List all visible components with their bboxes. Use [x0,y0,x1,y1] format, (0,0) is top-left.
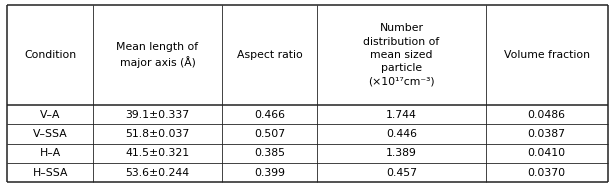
Text: 0.0387: 0.0387 [528,129,566,139]
Text: Volume fraction: Volume fraction [504,50,590,60]
Text: 0.0486: 0.0486 [528,110,566,120]
Text: 1.389: 1.389 [386,148,417,158]
Text: 0.507: 0.507 [254,129,285,139]
Text: 51.8±0.037: 51.8±0.037 [125,129,189,139]
Text: 0.385: 0.385 [254,148,285,158]
Text: 0.457: 0.457 [386,168,417,178]
Text: 1.744: 1.744 [386,110,417,120]
Text: 0.446: 0.446 [386,129,417,139]
Text: V–SSA: V–SSA [33,129,68,139]
Text: 53.6±0.244: 53.6±0.244 [125,168,189,178]
Text: H–A: H–A [39,148,61,158]
Text: 0.399: 0.399 [254,168,285,178]
Text: H–SSA: H–SSA [33,168,68,178]
Text: 41.5±0.321: 41.5±0.321 [125,148,189,158]
Text: 0.466: 0.466 [254,110,285,120]
Text: 39.1±0.337: 39.1±0.337 [125,110,189,120]
Text: Aspect ratio: Aspect ratio [237,50,303,60]
Text: 0.0410: 0.0410 [528,148,566,158]
Text: V–A: V–A [40,110,60,120]
Text: Number
distribution of
mean sized
particle
(×10¹⁷cm⁻³): Number distribution of mean sized partic… [363,24,440,86]
Text: 0.0370: 0.0370 [528,168,566,178]
Text: Mean length of
major axis (Å): Mean length of major axis (Å) [116,42,199,68]
Text: Condition: Condition [24,50,76,60]
